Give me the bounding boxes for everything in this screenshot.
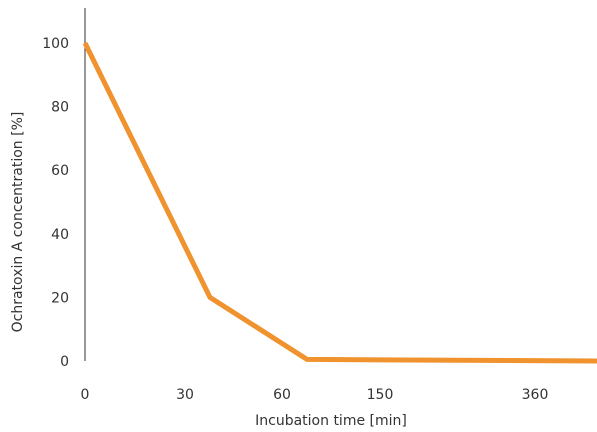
y-tick-label: 0 [60, 354, 69, 370]
series-line [82, 41, 597, 364]
x-tick-labels: 0 30 60 150 360 [81, 387, 549, 403]
x-tick-label: 360 [522, 387, 549, 403]
y-tick-label: 100 [42, 36, 69, 52]
y-tick-label: 60 [51, 163, 69, 179]
y-tick-labels: 0 20 40 60 80 100 [42, 36, 69, 370]
x-axis-title: Incubation time [min] [255, 413, 407, 429]
y-tick-label: 20 [51, 290, 69, 306]
x-tick-label: 0 [81, 387, 90, 403]
x-tick-label: 30 [176, 387, 194, 403]
x-tick-label: 60 [273, 387, 291, 403]
series-layer [82, 41, 597, 364]
y-tick-label: 40 [51, 227, 69, 243]
x-tick-label: 150 [367, 387, 394, 403]
y-tick-label: 80 [51, 100, 69, 116]
y-axis-title: Ochratoxin A concentration [%] [10, 112, 26, 333]
